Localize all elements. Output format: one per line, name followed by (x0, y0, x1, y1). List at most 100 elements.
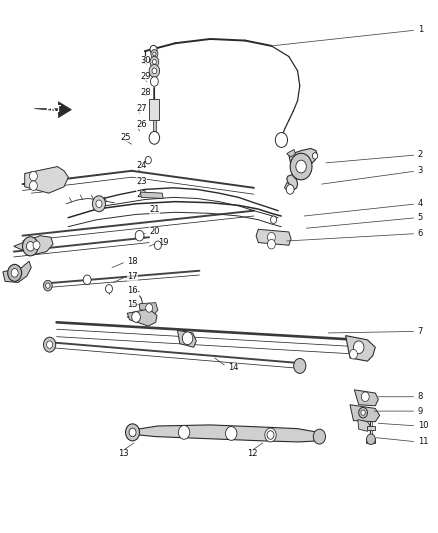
Circle shape (92, 196, 106, 212)
Polygon shape (177, 330, 196, 348)
Circle shape (286, 184, 294, 194)
Circle shape (313, 429, 325, 444)
Circle shape (132, 312, 141, 322)
Circle shape (150, 45, 157, 54)
Polygon shape (25, 166, 68, 193)
Text: 16: 16 (127, 286, 138, 295)
Circle shape (22, 237, 38, 256)
Text: 7: 7 (418, 327, 423, 336)
Text: 28: 28 (141, 87, 151, 96)
Circle shape (350, 350, 357, 359)
Circle shape (152, 60, 156, 64)
Circle shape (290, 154, 312, 180)
Circle shape (361, 392, 369, 401)
Text: 5: 5 (418, 213, 423, 222)
Circle shape (33, 241, 40, 249)
Polygon shape (367, 426, 375, 430)
Circle shape (96, 200, 102, 207)
Text: 11: 11 (418, 438, 428, 447)
Text: 13: 13 (119, 449, 129, 458)
Circle shape (46, 341, 53, 349)
Text: 6: 6 (418, 229, 423, 238)
Polygon shape (34, 102, 71, 118)
Text: 9: 9 (418, 407, 423, 416)
Text: 1: 1 (418, 26, 423, 35)
Circle shape (26, 241, 34, 251)
Polygon shape (346, 336, 375, 361)
Circle shape (226, 426, 237, 440)
Circle shape (11, 269, 18, 277)
Text: 19: 19 (158, 238, 168, 247)
Circle shape (149, 64, 159, 77)
Polygon shape (141, 192, 163, 198)
Circle shape (359, 407, 367, 418)
Circle shape (268, 232, 276, 242)
Text: 15: 15 (127, 300, 138, 309)
Polygon shape (152, 120, 156, 136)
Circle shape (312, 153, 318, 159)
Text: 29: 29 (141, 71, 151, 80)
Text: 24: 24 (136, 161, 147, 170)
Circle shape (353, 341, 364, 354)
Text: 4: 4 (418, 199, 423, 208)
Circle shape (296, 160, 306, 173)
Circle shape (145, 157, 151, 164)
Circle shape (29, 171, 37, 181)
Circle shape (271, 216, 277, 223)
Circle shape (182, 332, 193, 345)
Circle shape (129, 428, 136, 437)
Polygon shape (354, 390, 378, 406)
Circle shape (106, 285, 113, 293)
Text: 20: 20 (149, 228, 159, 237)
Circle shape (146, 304, 152, 312)
Text: 17: 17 (127, 272, 138, 280)
Polygon shape (3, 261, 31, 282)
Circle shape (151, 50, 158, 58)
Polygon shape (14, 236, 53, 255)
Circle shape (267, 431, 274, 439)
Text: 23: 23 (136, 177, 147, 186)
Circle shape (361, 410, 365, 415)
Circle shape (268, 239, 276, 249)
Polygon shape (285, 182, 294, 192)
Circle shape (8, 264, 21, 281)
Text: 22: 22 (136, 190, 147, 199)
Circle shape (154, 241, 161, 249)
Circle shape (265, 428, 276, 442)
Circle shape (367, 434, 375, 445)
Text: 2: 2 (418, 150, 423, 159)
Polygon shape (140, 303, 158, 316)
Polygon shape (256, 229, 291, 245)
Circle shape (276, 133, 288, 148)
Circle shape (149, 132, 159, 144)
Circle shape (152, 68, 157, 74)
Circle shape (83, 275, 91, 285)
Circle shape (29, 181, 37, 190)
Text: 14: 14 (228, 363, 238, 372)
Polygon shape (287, 149, 317, 189)
Text: 25: 25 (121, 133, 131, 142)
Circle shape (178, 425, 190, 439)
Circle shape (153, 52, 156, 56)
Circle shape (43, 337, 56, 352)
Text: 12: 12 (247, 449, 258, 458)
Circle shape (126, 424, 140, 441)
Polygon shape (366, 438, 375, 443)
Circle shape (293, 359, 306, 373)
Circle shape (150, 77, 158, 86)
Text: 30: 30 (141, 56, 151, 64)
Polygon shape (358, 419, 371, 431)
Circle shape (43, 280, 52, 291)
Text: 26: 26 (136, 119, 147, 128)
Polygon shape (127, 309, 157, 326)
Text: FRT: FRT (45, 105, 61, 114)
Circle shape (46, 283, 50, 288)
Circle shape (150, 56, 159, 67)
Text: 8: 8 (418, 392, 423, 401)
Polygon shape (350, 405, 380, 422)
Text: 3: 3 (418, 166, 423, 175)
Polygon shape (149, 99, 159, 120)
Circle shape (135, 230, 144, 241)
Text: 10: 10 (418, 422, 428, 431)
Text: 21: 21 (149, 205, 159, 214)
